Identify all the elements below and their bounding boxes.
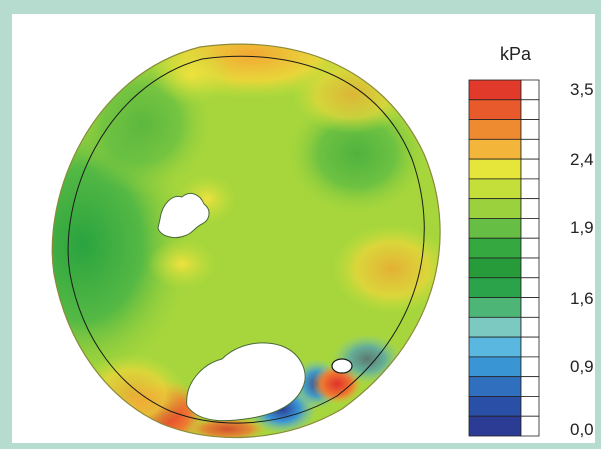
legend-swatch <box>468 376 522 397</box>
legend-white-cell <box>520 415 540 437</box>
legend-white-cell <box>520 178 540 200</box>
legend-tick-label: 2,4 <box>570 150 594 169</box>
legend-swatch <box>468 336 522 358</box>
legend-white-cell <box>520 79 540 101</box>
legend-swatch <box>468 138 522 160</box>
lower-hole <box>186 342 306 422</box>
legend-white-cell <box>520 376 540 397</box>
legend-swatch <box>468 79 522 101</box>
legend-tick-label: 3,5 <box>570 80 594 99</box>
legend-swatch <box>468 198 522 219</box>
legend-swatch <box>468 396 522 417</box>
outer-boundary <box>51 43 441 439</box>
legend-swatch <box>468 178 522 200</box>
legend-unit-label: kPa <box>500 44 532 64</box>
stress-contour-plot <box>51 43 540 439</box>
legend-white-cell <box>520 158 540 180</box>
legend-tick-label: 1,9 <box>570 218 594 237</box>
legend-tick-label: 1,6 <box>570 289 594 308</box>
legend-white-cell <box>520 119 540 140</box>
legend-white-cell <box>520 336 540 358</box>
legend-colorbar <box>468 79 540 437</box>
legend-white-cell <box>520 257 540 279</box>
small-hole <box>331 358 353 374</box>
legend-swatch <box>468 356 522 378</box>
legend-swatch <box>468 237 522 259</box>
legend-white-cell <box>520 99 540 120</box>
legend-white-cell <box>520 138 540 160</box>
legend-swatch <box>468 415 522 437</box>
legend-tick-label: 0,9 <box>570 357 594 376</box>
legend-swatch <box>468 99 522 120</box>
legend-tick-label: 0,0 <box>570 420 594 439</box>
upper-hole <box>157 193 210 239</box>
legend-white-cell <box>520 297 540 318</box>
legend-swatch <box>468 158 522 180</box>
legend-white-cell <box>520 277 540 298</box>
legend-white-cell <box>520 356 540 378</box>
legend-swatch <box>468 119 522 140</box>
legend-white-cell <box>520 237 540 259</box>
legend-swatch <box>468 257 522 279</box>
legend-white-cell <box>520 316 540 338</box>
legend-swatch <box>468 316 522 338</box>
legend-white-cell <box>520 198 540 219</box>
figure-panel: kPa 3,5 2,4 1,9 1,6 0,9 0,0 <box>12 14 595 443</box>
legend-white-cell <box>520 396 540 417</box>
legend-swatch <box>468 297 522 318</box>
inner-contour <box>67 55 425 424</box>
legend-swatch <box>468 277 522 298</box>
legend-swatch <box>468 218 522 239</box>
stress-field <box>52 44 441 438</box>
legend-white-cell <box>520 218 540 239</box>
